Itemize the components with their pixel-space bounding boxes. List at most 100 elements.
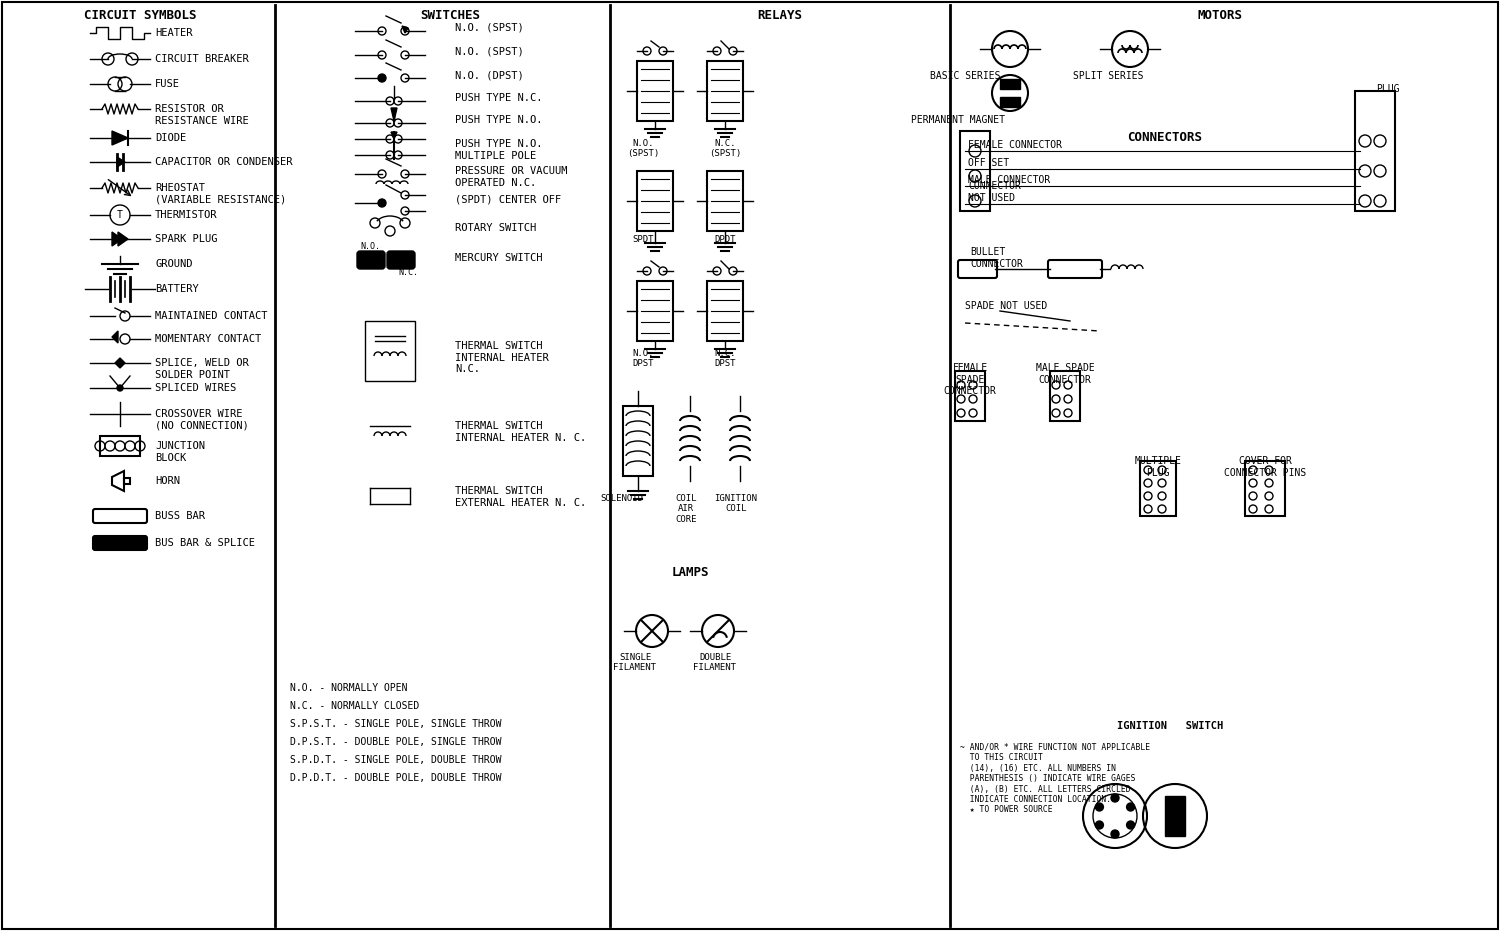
Bar bbox=[706, 281, 742, 341]
Text: OFF SET: OFF SET bbox=[968, 158, 1010, 168]
Bar bbox=[1050, 371, 1080, 421]
Bar bbox=[638, 61, 674, 121]
Text: MALE CONNECTOR: MALE CONNECTOR bbox=[968, 175, 1050, 185]
Text: N.C.
(SPST): N.C. (SPST) bbox=[710, 139, 741, 158]
Text: FEMALE
SPADE
CONNECTOR: FEMALE SPADE CONNECTOR bbox=[944, 363, 996, 397]
Circle shape bbox=[1112, 830, 1119, 838]
Text: SPLIT SERIES: SPLIT SERIES bbox=[1072, 71, 1143, 81]
Text: T: T bbox=[117, 210, 123, 220]
Text: N.O. (SPST): N.O. (SPST) bbox=[454, 47, 524, 57]
Text: CAPACITOR OR CONDENSER: CAPACITOR OR CONDENSER bbox=[154, 157, 292, 167]
Text: LAMPS: LAMPS bbox=[672, 566, 708, 579]
Text: SWITCHES: SWITCHES bbox=[420, 9, 480, 22]
Bar bbox=[638, 171, 674, 231]
Text: COVER FOR
CONNECTOR PINS: COVER FOR CONNECTOR PINS bbox=[1224, 456, 1306, 478]
Text: ~ AND/OR * WIRE FUNCTION NOT APPLICABLE
  TO THIS CIRCUIT
  (14), (16) ETC. ALL : ~ AND/OR * WIRE FUNCTION NOT APPLICABLE … bbox=[960, 743, 1150, 815]
Text: (SPDT) CENTER OFF: (SPDT) CENTER OFF bbox=[454, 195, 561, 205]
Text: PERMANENT MAGNET: PERMANENT MAGNET bbox=[910, 115, 1005, 125]
FancyBboxPatch shape bbox=[387, 251, 416, 269]
Text: N.O. - NORMALLY OPEN: N.O. - NORMALLY OPEN bbox=[290, 683, 408, 693]
Bar bbox=[1000, 79, 1020, 89]
Bar bbox=[124, 478, 130, 484]
Text: THERMAL SWITCH
INTERNAL HEATER N. C.: THERMAL SWITCH INTERNAL HEATER N. C. bbox=[454, 421, 586, 442]
Bar bbox=[1354, 91, 1395, 211]
Text: N.C.
DPST: N.C. DPST bbox=[714, 349, 735, 369]
Text: CROSSOVER WIRE
(NO CONNECTION): CROSSOVER WIRE (NO CONNECTION) bbox=[154, 409, 249, 431]
Text: THERMAL SWITCH
EXTERNAL HEATER N. C.: THERMAL SWITCH EXTERNAL HEATER N. C. bbox=[454, 486, 586, 507]
Text: FEMALE CONNECTOR: FEMALE CONNECTOR bbox=[968, 140, 1062, 150]
Text: DIODE: DIODE bbox=[154, 133, 186, 143]
Text: BUS BAR & SPLICE: BUS BAR & SPLICE bbox=[154, 538, 255, 548]
Text: CONNECTORS: CONNECTORS bbox=[1128, 131, 1203, 144]
Text: GROUND: GROUND bbox=[154, 259, 192, 269]
Text: PRESSURE OR VACUUM
OPERATED N.C.: PRESSURE OR VACUUM OPERATED N.C. bbox=[454, 166, 567, 188]
Bar bbox=[622, 406, 652, 476]
Text: COIL
AIR
CORE: COIL AIR CORE bbox=[675, 494, 696, 524]
Text: HORN: HORN bbox=[154, 476, 180, 486]
Text: SPDT: SPDT bbox=[633, 235, 654, 244]
Text: N.O. (DPST): N.O. (DPST) bbox=[454, 70, 524, 80]
Text: N.O. (SPST): N.O. (SPST) bbox=[454, 23, 524, 33]
Polygon shape bbox=[392, 108, 398, 121]
Text: MERCURY SWITCH: MERCURY SWITCH bbox=[454, 253, 543, 263]
Polygon shape bbox=[112, 131, 128, 145]
Text: CONNECTOR
NOT USED: CONNECTOR NOT USED bbox=[968, 182, 1022, 203]
Text: THERMAL SWITCH
INTERNAL HEATER
N.C.: THERMAL SWITCH INTERNAL HEATER N.C. bbox=[454, 341, 549, 374]
Text: RESISTOR OR
RESISTANCE WIRE: RESISTOR OR RESISTANCE WIRE bbox=[154, 104, 249, 126]
Polygon shape bbox=[112, 232, 122, 246]
Text: N.C. - NORMALLY CLOSED: N.C. - NORMALLY CLOSED bbox=[290, 701, 418, 711]
Text: HEATER: HEATER bbox=[154, 28, 192, 38]
Text: RELAYS: RELAYS bbox=[758, 9, 802, 22]
Text: D.P.D.T. - DOUBLE POLE, DOUBLE THROW: D.P.D.T. - DOUBLE POLE, DOUBLE THROW bbox=[290, 773, 501, 783]
Text: N.O.
DPST: N.O. DPST bbox=[633, 349, 654, 369]
FancyBboxPatch shape bbox=[93, 536, 147, 550]
Text: MALE SPADE
CONNECTOR: MALE SPADE CONNECTOR bbox=[1035, 363, 1095, 385]
Text: N.C.: N.C. bbox=[398, 268, 418, 277]
Bar bbox=[1166, 796, 1185, 836]
Circle shape bbox=[378, 199, 386, 207]
Text: SPLICE, WELD OR
SOLDER POINT: SPLICE, WELD OR SOLDER POINT bbox=[154, 358, 249, 380]
FancyBboxPatch shape bbox=[357, 251, 386, 269]
Text: D.P.S.T. - DOUBLE POLE, SINGLE THROW: D.P.S.T. - DOUBLE POLE, SINGLE THROW bbox=[290, 737, 501, 747]
Circle shape bbox=[1095, 821, 1104, 829]
Text: S.P.D.T. - SINGLE POLE, DOUBLE THROW: S.P.D.T. - SINGLE POLE, DOUBLE THROW bbox=[290, 755, 501, 765]
Polygon shape bbox=[117, 157, 124, 167]
Polygon shape bbox=[402, 26, 408, 33]
Text: THERMISTOR: THERMISTOR bbox=[154, 210, 218, 220]
Circle shape bbox=[1126, 803, 1134, 811]
Bar bbox=[1245, 461, 1286, 516]
Text: CIRCUIT BREAKER: CIRCUIT BREAKER bbox=[154, 54, 249, 64]
Text: PUSH TYPE N.O.: PUSH TYPE N.O. bbox=[454, 115, 543, 125]
Circle shape bbox=[378, 74, 386, 82]
Text: SPLICED WIRES: SPLICED WIRES bbox=[154, 383, 237, 393]
Polygon shape bbox=[118, 232, 128, 246]
Bar bbox=[638, 281, 674, 341]
Text: FUSE: FUSE bbox=[154, 79, 180, 89]
Text: SOLENOID: SOLENOID bbox=[600, 494, 644, 503]
Text: N.O.
(SPST): N.O. (SPST) bbox=[627, 139, 658, 158]
Text: SPARK PLUG: SPARK PLUG bbox=[154, 234, 218, 244]
Text: MOMENTARY CONTACT: MOMENTARY CONTACT bbox=[154, 334, 261, 344]
Text: IGNITION   SWITCH: IGNITION SWITCH bbox=[1118, 721, 1222, 731]
Circle shape bbox=[1126, 821, 1134, 829]
Polygon shape bbox=[392, 132, 398, 139]
Bar bbox=[956, 371, 986, 421]
Circle shape bbox=[1095, 803, 1104, 811]
Bar bbox=[706, 171, 742, 231]
Text: ROTARY SWITCH: ROTARY SWITCH bbox=[454, 223, 537, 233]
Text: DPDT: DPDT bbox=[714, 235, 735, 244]
Text: BASIC SERIES: BASIC SERIES bbox=[930, 71, 1000, 81]
Text: SINGLE
FILAMENT: SINGLE FILAMENT bbox=[614, 653, 657, 672]
Text: PLUG: PLUG bbox=[1377, 84, 1400, 94]
Bar bbox=[364, 321, 416, 381]
Text: BATTERY: BATTERY bbox=[154, 284, 198, 294]
Text: CIRCUIT SYMBOLS: CIRCUIT SYMBOLS bbox=[84, 9, 196, 22]
Circle shape bbox=[117, 385, 123, 391]
Polygon shape bbox=[112, 331, 118, 343]
Bar bbox=[706, 61, 742, 121]
Text: JUNCTION
BLOCK: JUNCTION BLOCK bbox=[154, 441, 206, 463]
Text: RHEOSTAT
(VARIABLE RESISTANCE): RHEOSTAT (VARIABLE RESISTANCE) bbox=[154, 183, 286, 205]
Text: BUSS BAR: BUSS BAR bbox=[154, 511, 206, 521]
Text: PUSH TYPE N.O.
MULTIPLE POLE: PUSH TYPE N.O. MULTIPLE POLE bbox=[454, 139, 543, 161]
Text: MULTIPLE
PLUG: MULTIPLE PLUG bbox=[1134, 456, 1182, 478]
